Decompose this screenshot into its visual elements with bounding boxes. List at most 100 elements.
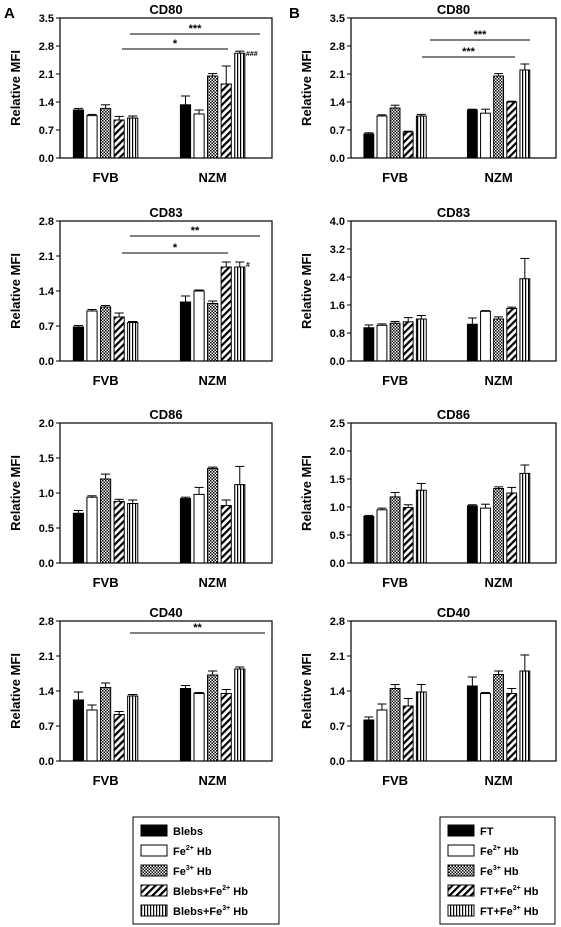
legend-label: Fe2+ Hb xyxy=(173,845,212,858)
y-tick-label: 2.4 xyxy=(330,272,346,284)
bar-fvb-series-2 xyxy=(376,709,388,762)
y-tick-label: 2.5 xyxy=(330,418,345,430)
y-tick-label: 3.5 xyxy=(330,13,345,25)
bar-nzm-series-3 xyxy=(493,488,505,564)
x-category-label: NZM xyxy=(199,575,227,590)
legend-swatch xyxy=(447,844,475,857)
bar-nzm-series-4 xyxy=(506,308,518,362)
chart-title: CD83 xyxy=(437,205,470,220)
y-tick-label: 1.5 xyxy=(330,474,345,486)
bar-nzm-series-5 xyxy=(234,52,246,159)
bar-nzm-series-2 xyxy=(193,493,205,564)
y-axis-label: Relative MFI xyxy=(8,455,23,531)
plot-frame xyxy=(350,17,557,159)
y-tick-label: 0.7 xyxy=(39,125,54,137)
bar-fvb-series-5 xyxy=(127,695,139,762)
bar-fvb-series-1 xyxy=(72,512,85,564)
bar-nzm-series-2 xyxy=(480,507,491,564)
y-tick-label: 1.0 xyxy=(39,488,54,500)
y-tick-label: 0.5 xyxy=(330,530,345,542)
plot-frame xyxy=(59,17,273,159)
bar-fvb-series-3 xyxy=(389,107,401,159)
legend-a: Blebs Fe2+ Hb Fe3+ Hb Blebs+Fe2+ Hb Blebs+Fe… xyxy=(132,816,280,925)
bar-nzm-series-2 xyxy=(480,112,491,159)
bar-nzm-series-3 xyxy=(493,674,505,762)
y-tick-label: 1.4 xyxy=(39,686,55,698)
bar-nzm-series-2 xyxy=(193,290,205,362)
y-axis-label: Relative MFI xyxy=(8,253,23,329)
y-tick-label: 2.8 xyxy=(330,41,345,53)
x-category-label: NZM xyxy=(199,170,227,185)
bar-fvb-series-1 xyxy=(363,133,375,159)
bar-fvb-series-4 xyxy=(113,500,125,564)
x-category-label: FVB xyxy=(93,773,119,788)
bar-fvb-series-4 xyxy=(402,321,414,362)
legend-label: Fe3+ Hb xyxy=(173,865,212,878)
bar-fvb-series-3 xyxy=(99,107,112,159)
bar-fvb-series-2 xyxy=(376,509,388,564)
y-tick-label: 0.7 xyxy=(330,721,345,733)
y-tick-label: 2.0 xyxy=(39,418,54,430)
y-tick-label: 0.7 xyxy=(39,321,54,333)
y-tick-label: 0.0 xyxy=(330,153,345,165)
legend-label: FT xyxy=(480,826,494,838)
y-tick-label: 1.4 xyxy=(39,97,55,109)
x-category-label: NZM xyxy=(199,373,227,388)
bar-fvb-series-1 xyxy=(72,326,85,362)
x-category-label: FVB xyxy=(382,170,408,185)
bar-fvb-series-4 xyxy=(113,119,125,159)
bar-fvb-series-5 xyxy=(127,117,139,159)
legend-label: Fe2+ Hb xyxy=(480,845,519,858)
bar-nzm-series-1 xyxy=(466,505,478,564)
plot-frame xyxy=(350,422,557,564)
bar-fvb-series-2 xyxy=(376,115,388,159)
y-axis-label: Relative MFI xyxy=(299,455,314,531)
legend-swatch xyxy=(140,864,168,877)
x-category-label: NZM xyxy=(485,170,513,185)
legend-swatch xyxy=(140,844,168,857)
plot-frame xyxy=(59,620,273,762)
bar-nzm-series-3 xyxy=(207,75,219,159)
bar-nzm-series-4 xyxy=(506,101,518,159)
legend-label: Fe3+ Hb xyxy=(480,865,519,878)
y-axis-label: Relative MFI xyxy=(299,253,314,329)
significance-label: *** xyxy=(462,46,476,58)
y-tick-label: 0.0 xyxy=(39,153,54,165)
y-tick-label: 2.1 xyxy=(330,651,345,663)
legend-swatch xyxy=(447,864,475,877)
panel-label-b: B xyxy=(289,5,300,22)
y-tick-label: 1.4 xyxy=(39,286,55,298)
bar-fvb-series-2 xyxy=(86,310,98,362)
x-category-label: FVB xyxy=(382,575,408,590)
y-tick-label: 0.0 xyxy=(330,356,345,368)
bar-fvb-series-3 xyxy=(99,687,112,762)
y-tick-label: 0.7 xyxy=(330,125,345,137)
bar-nzm-series-4 xyxy=(220,505,232,564)
y-tick-label: 1.0 xyxy=(330,502,345,514)
bar-nzm-series-5 xyxy=(234,484,246,564)
y-tick-label: 1.5 xyxy=(39,453,54,465)
bar-fvb-series-2 xyxy=(86,496,98,564)
bar-nzm-series-3 xyxy=(207,468,219,564)
y-tick-label: 3.5 xyxy=(39,13,54,25)
y-tick-label: 2.0 xyxy=(330,446,345,458)
y-tick-label: 2.8 xyxy=(330,616,345,628)
y-tick-label: 4.0 xyxy=(330,216,345,228)
chart-b-cd86: CD86 Relative MFI 0.0 0.5 1.0 1.5 2.0 2.5 FVB NZM xyxy=(299,407,557,590)
y-tick-label: 0.0 xyxy=(330,558,345,570)
significance-label: ** xyxy=(193,622,202,634)
y-tick-label: 1.4 xyxy=(330,97,346,109)
x-category-label: NZM xyxy=(485,773,513,788)
chart-a-cd80: CD80 Relative MFI 0.0 0.7 1.4 2.1 2.8 3.5 FVB ###… xyxy=(8,2,273,185)
bar-nzm-series-2 xyxy=(193,113,205,159)
y-tick-label: 1.4 xyxy=(330,686,346,698)
bar-fvb-series-4 xyxy=(402,131,414,159)
chart-b-cd80: CD80 Relative MFI 0.0 0.7 1.4 2.1 2.8 3.5 FVB NZM… xyxy=(299,2,557,185)
bar-fvb-series-1 xyxy=(72,699,85,762)
chart-title: CD80 xyxy=(149,2,182,17)
bar-fvb-series-3 xyxy=(389,688,401,762)
bar-fvb-series-4 xyxy=(402,705,414,762)
y-tick-label: 2.1 xyxy=(39,69,54,81)
y-axis-label: Relative MFI xyxy=(8,653,23,729)
